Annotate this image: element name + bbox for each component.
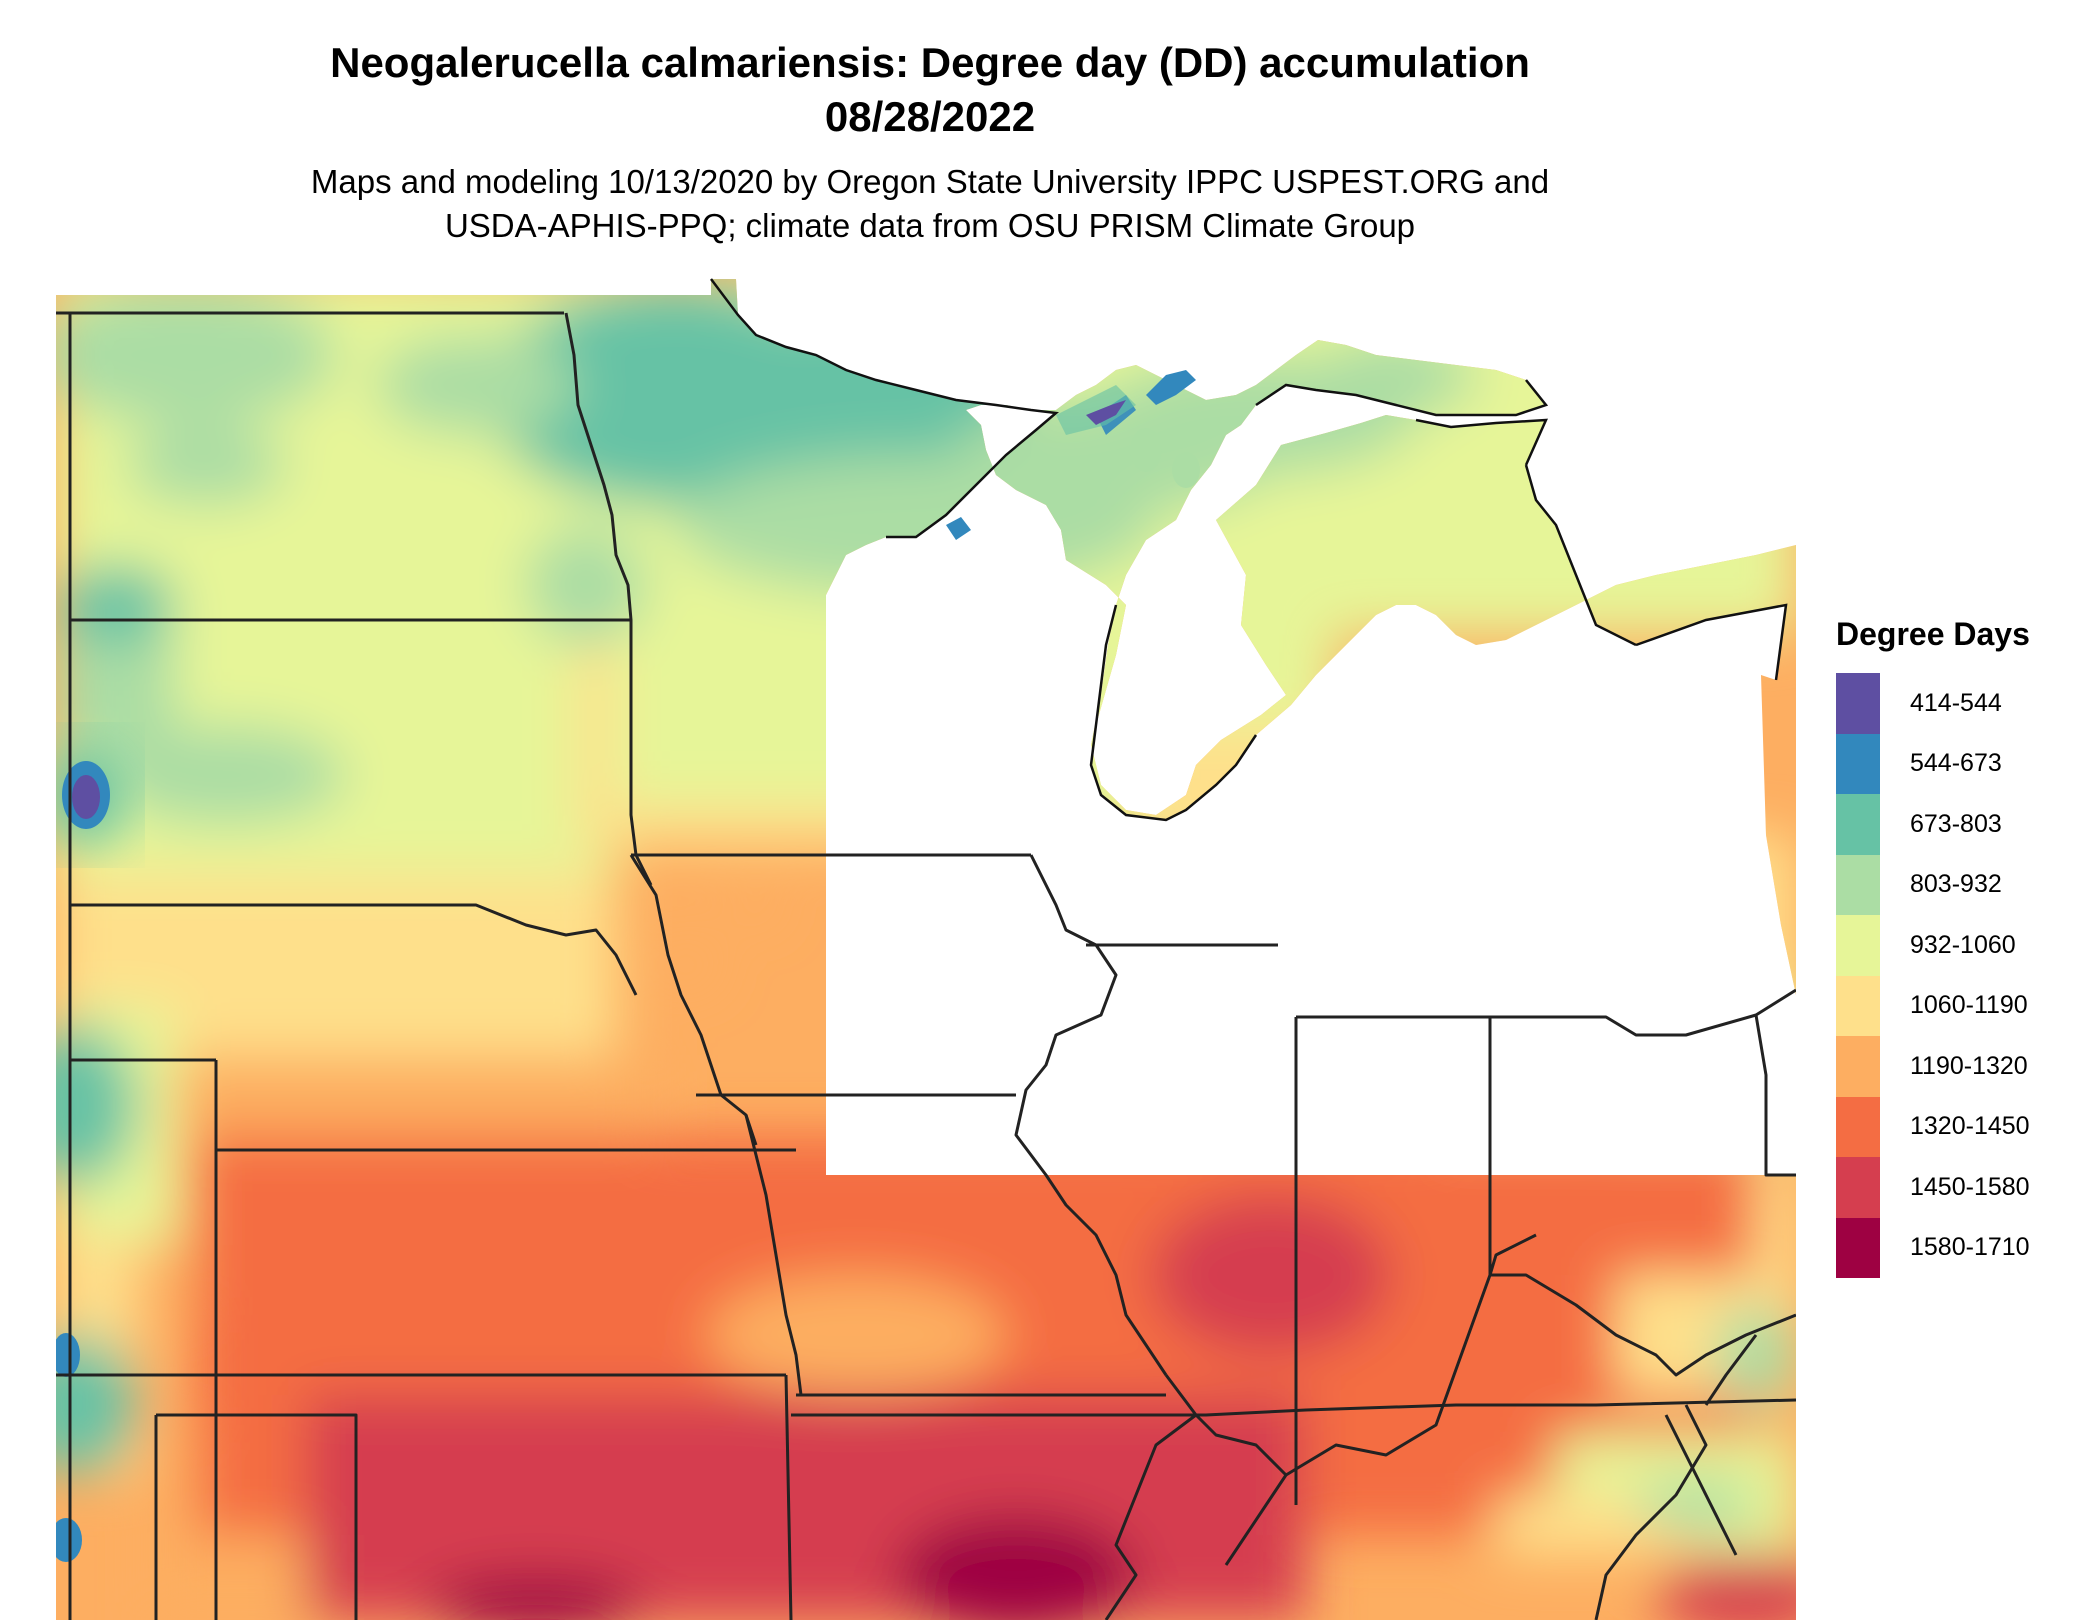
great-lakes-shoreline	[710, 278, 1788, 822]
legend-swatch	[1836, 673, 1880, 734]
legend-swatch	[1836, 794, 1880, 855]
legend-item: 414-544	[1836, 673, 2076, 734]
legend-label: 414-544	[1910, 688, 2002, 717]
map-title: Neogalerucella calmariensis: Degree day …	[0, 36, 1860, 144]
legend-title: Degree Days	[1836, 616, 2030, 652]
lake-superior-islands	[946, 370, 1196, 540]
legend-item: 1450-1580	[1836, 1157, 2076, 1218]
legend-label: 1060-1190	[1910, 991, 2028, 1020]
degree-day-map	[56, 278, 1796, 1620]
legend-swatch	[1836, 854, 1880, 915]
legend-rows: 414-544 544-673 673-803 803-932 932-1060 1060…	[1836, 673, 2076, 1278]
legend-item: 1190-1320	[1836, 1036, 2076, 1097]
legend-label: 673-803	[1910, 809, 2002, 838]
legend-label: 1450-1580	[1910, 1172, 2030, 1201]
legend-label: 932-1060	[1910, 930, 2016, 959]
legend-item: 1580-1710	[1836, 1217, 2076, 1278]
title-line-1: Neogalerucella calmariensis: Degree day …	[330, 39, 1530, 86]
legend-item: 803-932	[1836, 854, 2076, 915]
legend-label: 803-932	[1910, 870, 2002, 899]
legend-item: 673-803	[1836, 794, 2076, 855]
map-legend: Degree Days 414-544 544-673 673-803 803-932…	[1836, 616, 2076, 1278]
legend-item: 1060-1190	[1836, 975, 2076, 1036]
state-boundaries	[56, 311, 1796, 1620]
legend-item: 544-673	[1836, 733, 2076, 794]
legend-swatch	[1836, 1157, 1880, 1218]
legend-item: 932-1060	[1836, 915, 2076, 976]
map-subtitle: Maps and modeling 10/13/2020 by Oregon S…	[0, 160, 1860, 248]
legend-swatch	[1836, 733, 1880, 794]
subtitle-line-2: USDA-APHIS-PPQ; climate data from OSU PR…	[444, 207, 1416, 244]
legend-swatch	[1836, 1036, 1880, 1097]
legend-label: 1190-1320	[1910, 1051, 2028, 1080]
legend-swatch	[1836, 915, 1880, 976]
legend-swatch	[1836, 1217, 1880, 1278]
legend-label: 544-673	[1910, 749, 2002, 778]
legend-swatch	[1836, 975, 1880, 1036]
legend-item: 1320-1450	[1836, 1096, 2076, 1157]
legend-swatch	[1836, 1096, 1880, 1157]
degree-day-raster	[56, 279, 1796, 1620]
subtitle-line-1: Maps and modeling 10/13/2020 by Oregon S…	[310, 163, 1550, 200]
legend-label: 1320-1450	[1910, 1112, 2030, 1141]
title-line-2: 08/28/2022	[824, 93, 1036, 140]
legend-label: 1580-1710	[1910, 1233, 2030, 1262]
